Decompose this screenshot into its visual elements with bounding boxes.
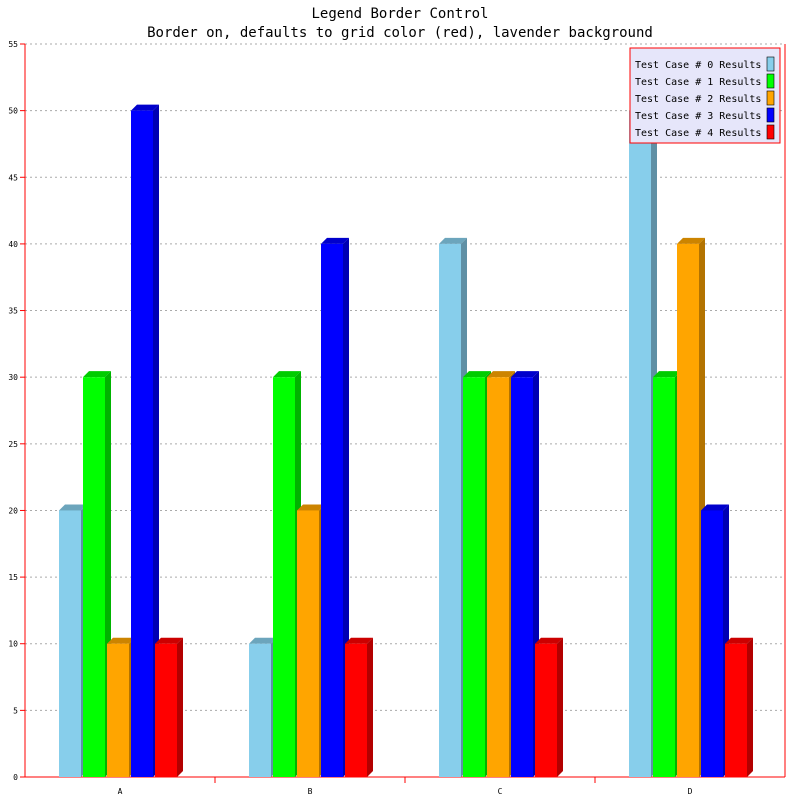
bar-top: [653, 371, 681, 378]
y-tick-label: 5: [13, 706, 18, 715]
legend-box: [629, 47, 781, 144]
y-tick-label: 35: [8, 307, 18, 316]
legend-swatch: [766, 90, 775, 106]
y-tick-label: 0: [13, 773, 18, 782]
y-tick-label: 10: [8, 640, 18, 649]
bar: [107, 637, 135, 777]
x-tick-label: C: [498, 787, 503, 796]
bar-front: [439, 243, 461, 778]
bar-front: [131, 110, 153, 778]
bar: [131, 104, 159, 778]
bar-top: [439, 237, 467, 244]
chart-title: Legend Border Control: [311, 6, 488, 22]
bar: [83, 371, 111, 777]
y-tick-label: 55: [8, 40, 18, 49]
bar: [653, 371, 681, 777]
bar-top: [701, 504, 729, 511]
legend-label: Test Case # 4 Results: [635, 128, 761, 139]
bar-front: [725, 643, 747, 777]
bar: [59, 504, 87, 777]
legend-label: Test Case # 3 Results: [635, 111, 761, 122]
chart-subtitle: Border on, defaults to grid color (red),…: [147, 25, 653, 41]
y-tick-label: 15: [8, 573, 18, 582]
bar: [701, 504, 729, 777]
bar-top: [249, 637, 277, 644]
bar-top: [677, 237, 705, 244]
bar-top: [131, 104, 159, 111]
y-tick-label: 25: [8, 440, 18, 449]
bar-top: [321, 237, 349, 244]
bar-side: [367, 637, 373, 777]
bar-top: [535, 637, 563, 644]
bar-front: [155, 643, 177, 777]
bar-side: [557, 637, 563, 777]
y-tick-label: 45: [8, 173, 18, 182]
legend-swatch: [766, 124, 775, 140]
bar-top: [725, 637, 753, 644]
bar-front: [321, 243, 343, 778]
y-tick-label: 40: [8, 240, 18, 249]
y-tick-label: 50: [8, 107, 18, 116]
bar-side: [747, 637, 753, 777]
bar-front: [487, 377, 509, 777]
legend-label: Test Case # 1 Results: [635, 77, 761, 88]
bar: [725, 637, 753, 777]
y-tick-label: 20: [8, 506, 18, 515]
legend-swatch: [766, 56, 775, 72]
bar-top: [107, 637, 135, 644]
bar-top: [155, 637, 183, 644]
bar-top: [345, 637, 373, 644]
bar: [487, 371, 515, 777]
bar: [629, 104, 657, 778]
bar-front: [535, 643, 557, 777]
bar-front: [273, 377, 295, 777]
bar-front: [629, 110, 651, 778]
legend-swatch: [766, 73, 775, 89]
bar-top: [59, 504, 87, 511]
bar-front: [107, 643, 129, 777]
bar-front: [345, 643, 367, 777]
bar-side: [177, 637, 183, 777]
bar-top: [511, 371, 539, 378]
bar: [345, 637, 373, 777]
bar-front: [511, 377, 533, 777]
legend: Test Case # 0 Results Test Case # 1 Resul…: [629, 47, 781, 144]
legend-label: Test Case # 0 Results: [635, 60, 761, 71]
bar-front: [59, 510, 81, 777]
bar: [511, 371, 539, 777]
x-tick-label: B: [308, 787, 313, 796]
legend-swatch: [766, 107, 775, 123]
bar: [155, 637, 183, 777]
bar: [463, 371, 491, 777]
bar-top: [83, 371, 111, 378]
bar-front: [677, 243, 699, 778]
bar-top: [297, 504, 325, 511]
bar-front: [463, 377, 485, 777]
bar-front: [249, 643, 271, 777]
legend-label: Test Case # 2 Results: [635, 94, 761, 105]
x-tick-label: D: [688, 787, 693, 796]
bar: [249, 637, 277, 777]
bar-top: [463, 371, 491, 378]
bar: [273, 371, 301, 777]
bar: [677, 237, 705, 778]
bar: [439, 237, 467, 778]
bar-top: [487, 371, 515, 378]
bar: [321, 237, 349, 778]
bar-side: [153, 104, 159, 778]
bar-front: [83, 377, 105, 777]
x-tick-label: A: [118, 787, 123, 796]
bar-top: [273, 371, 301, 378]
y-tick-label: 30: [8, 373, 18, 382]
bar-front: [653, 377, 675, 777]
bar-front: [297, 510, 319, 777]
bars: [59, 104, 753, 778]
bar: [297, 504, 325, 777]
bar: [535, 637, 563, 777]
bar-front: [701, 510, 723, 777]
